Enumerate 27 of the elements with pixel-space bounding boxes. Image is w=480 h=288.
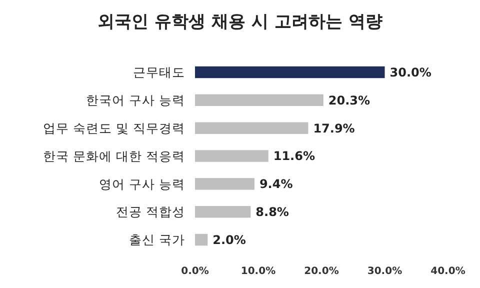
data-label: 30.0% (390, 65, 432, 80)
data-label: 11.6% (273, 149, 316, 164)
data-label: 17.9% (313, 121, 355, 136)
bar (195, 178, 254, 190)
data-label: 2.0% (212, 232, 246, 247)
bar (195, 234, 208, 246)
y-tick-label: 한국 문화에 대한 적응력 (43, 148, 185, 164)
bar (195, 66, 385, 78)
y-tick-label: 근무태도 (133, 64, 185, 80)
y-tick-label: 한국어 구사 능력 (86, 92, 185, 108)
x-tick-label: 40.0% (430, 266, 466, 277)
x-tick-label: 0.0% (181, 266, 209, 277)
x-tick-label: 30.0% (367, 266, 402, 277)
y-tick-label: 전공 적합성 (116, 204, 185, 220)
bar (195, 122, 308, 134)
bar (195, 150, 268, 162)
x-tick-label: 20.0% (304, 266, 339, 277)
x-tick-label: 10.0% (240, 266, 276, 277)
chart-title: 외국인 유학생 채용 시 고려하는 역량 (98, 12, 382, 32)
data-label: 9.4% (259, 177, 293, 192)
data-label: 20.3% (328, 93, 370, 108)
y-tick-label: 영어 구사 능력 (99, 176, 185, 192)
data-label: 8.8% (256, 205, 289, 220)
y-tick-label: 출신 국가 (129, 232, 185, 248)
y-tick-label: 업무 숙련도 및 직무경력 (43, 120, 185, 136)
bar (195, 94, 324, 106)
bar (195, 206, 251, 218)
